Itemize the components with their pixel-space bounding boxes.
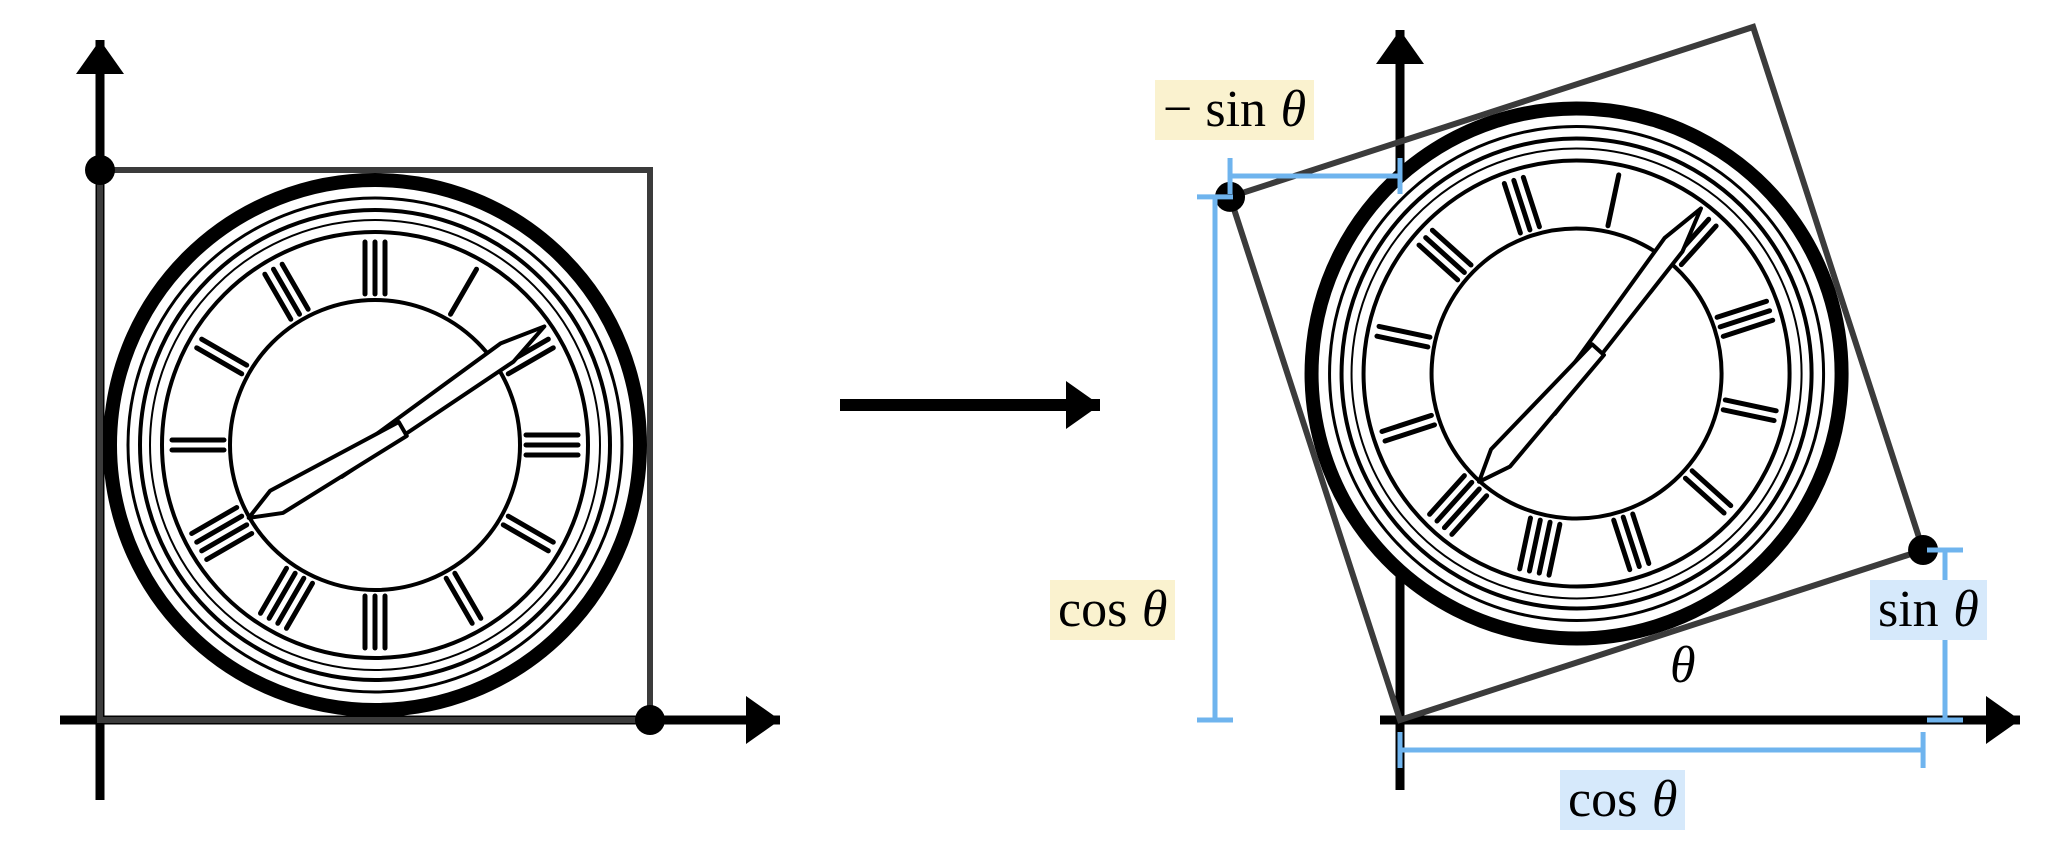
left-dot-right: [635, 705, 665, 735]
right-clock: [1243, 40, 1911, 708]
transition-arrow: [840, 381, 1100, 429]
measure-cos-left: [1197, 197, 1233, 720]
measure-cos-bottom: [1400, 732, 1923, 768]
diagram-canvas: [0, 0, 2050, 854]
label-sin-theta-right: sinθ: [1870, 580, 1987, 640]
label-theta-angle: θ: [1670, 640, 1696, 692]
label-minus-sin-theta: − sinθ: [1155, 80, 1314, 140]
left-clock: [110, 180, 640, 710]
label-cos-theta-left: cosθ: [1050, 580, 1175, 640]
label-cos-theta-bottom: cosθ: [1560, 770, 1685, 830]
left-dot-top: [85, 155, 115, 185]
